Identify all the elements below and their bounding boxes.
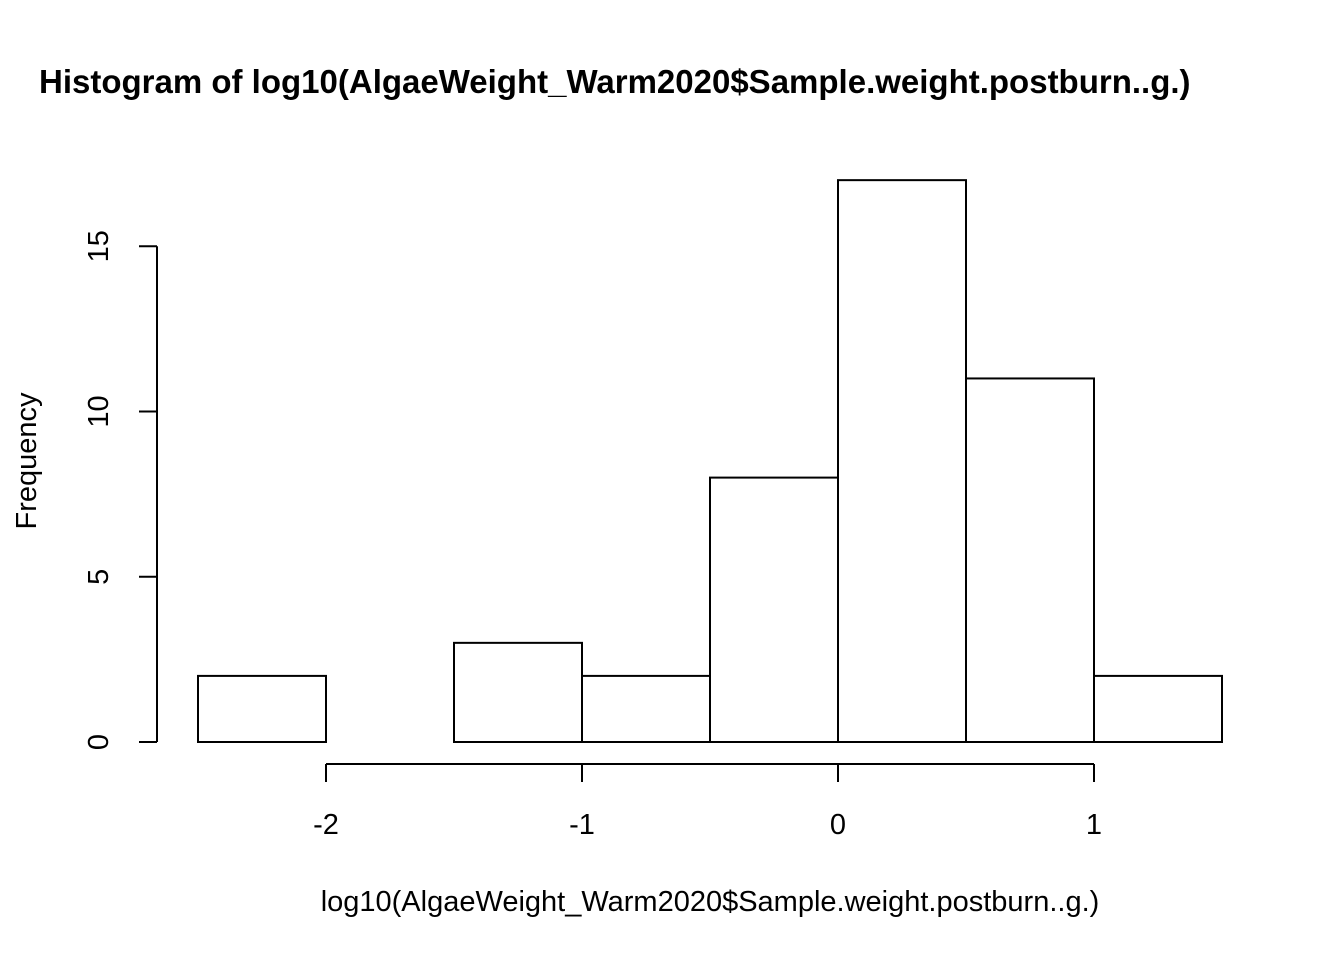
histogram-bar (1093, 674, 1223, 744)
histogram-bar (709, 476, 839, 743)
x-axis-label: log10(AlgaeWeight_Warm2020$Sample.weight… (321, 886, 1100, 918)
histogram-bar (965, 377, 1095, 743)
histogram-bar (581, 674, 711, 744)
histogram-bar (453, 641, 583, 743)
y-tick-label: 10 (83, 395, 115, 427)
histogram-bar (837, 179, 967, 743)
x-tick-label: -2 (313, 809, 339, 841)
y-axis-label: Frequency (11, 392, 43, 530)
x-tick-label: -1 (569, 809, 595, 841)
histogram-bars (197, 179, 1223, 744)
chart-title: Histogram of log10(AlgaeWeight_Warm2020$… (39, 63, 1191, 100)
x-tick-label: 0 (830, 809, 846, 841)
y-tick-label: 15 (83, 230, 115, 262)
histogram-bar (197, 674, 327, 744)
x-tick-label: 1 (1086, 809, 1102, 841)
y-axis: 0 5 10 15 (83, 230, 158, 750)
y-tick-label: 0 (83, 734, 115, 750)
y-tick-label: 5 (83, 569, 115, 585)
x-axis: -2 -1 0 1 (313, 763, 1102, 841)
